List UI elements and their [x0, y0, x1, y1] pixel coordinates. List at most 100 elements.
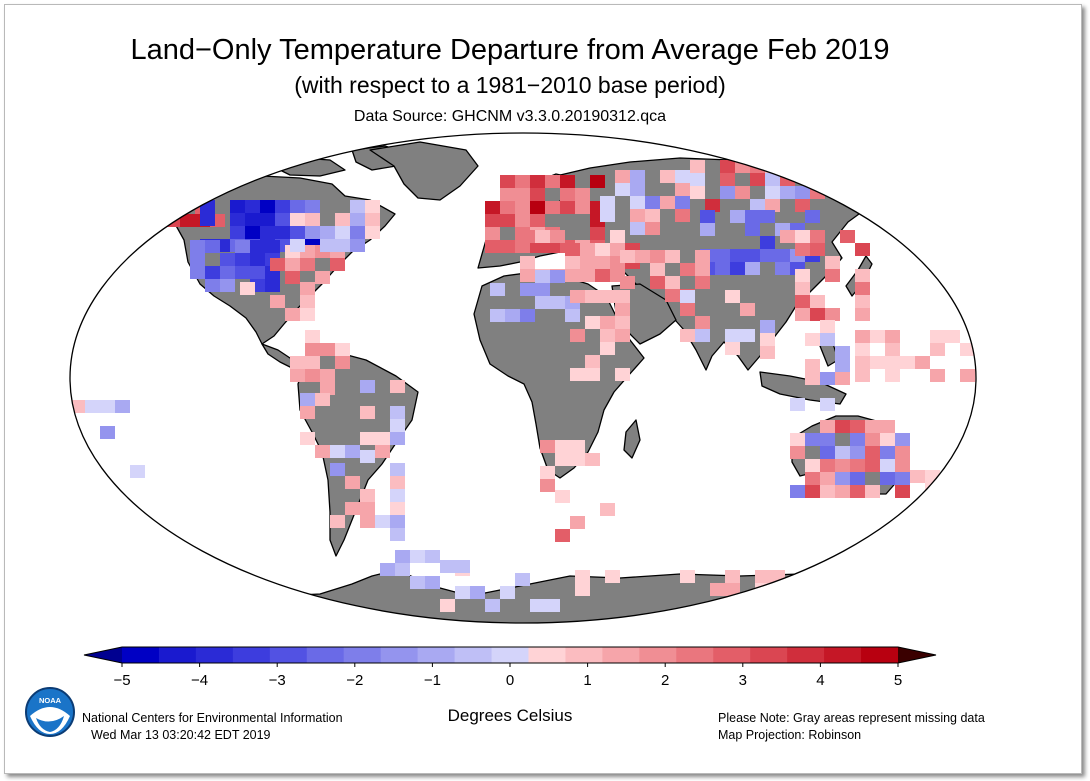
anomaly-cell	[245, 200, 260, 213]
anomaly-cell	[940, 509, 955, 522]
anomaly-cell	[555, 490, 570, 503]
anomaly-cell	[885, 330, 900, 343]
anomaly-cell	[390, 502, 405, 515]
anomaly-cell	[360, 450, 375, 463]
anomaly-cell	[600, 342, 615, 355]
anomaly-cell	[360, 406, 375, 419]
anomaly-cell	[265, 279, 280, 292]
anomaly-cell	[515, 573, 530, 586]
anomaly-cell	[40, 426, 55, 439]
anomaly-cell	[695, 263, 710, 276]
anomaly-cell	[390, 419, 405, 432]
anomaly-cell	[350, 200, 365, 213]
colorbar-swatch	[417, 647, 456, 663]
anomaly-cell	[630, 196, 645, 209]
anomaly-cell	[505, 309, 520, 322]
anomaly-cell	[710, 583, 725, 596]
anomaly-cell	[795, 282, 810, 295]
anomaly-cell	[660, 196, 675, 209]
anomaly-cell	[975, 369, 976, 382]
anomaly-cell	[815, 570, 830, 583]
anomaly-cell	[285, 258, 300, 271]
colorbar-swatch	[122, 647, 160, 663]
colorbar-swatch	[676, 647, 714, 663]
anomaly-cell	[675, 170, 690, 183]
anomaly-cell	[855, 369, 870, 382]
anomaly-cell	[120, 214, 135, 227]
anomaly-cell	[745, 210, 760, 223]
madagascar	[623, 419, 641, 459]
anomaly-cell	[880, 472, 895, 485]
anomaly-cell	[895, 446, 910, 459]
anomaly-cell	[500, 175, 515, 188]
anomaly-cell	[150, 175, 165, 188]
anomaly-cell	[725, 342, 740, 355]
anomaly-cell	[795, 160, 810, 173]
anomaly-cell	[580, 243, 595, 256]
anomaly-cell	[595, 243, 610, 256]
anomaly-cell	[865, 459, 880, 472]
anomaly-cell	[895, 459, 910, 472]
anomaly-cell	[470, 586, 485, 599]
anomaly-cell	[515, 214, 530, 227]
anomaly-cell	[540, 440, 555, 453]
anomaly-cell	[895, 433, 910, 446]
anomaly-cell	[600, 209, 615, 222]
anomaly-cell	[305, 213, 320, 226]
anomaly-cell	[195, 188, 210, 201]
anomaly-cell	[790, 398, 805, 411]
anomaly-cell	[305, 330, 320, 343]
anomaly-cell	[115, 400, 130, 413]
colorbar-swatch	[158, 647, 197, 663]
anomaly-cell	[560, 201, 575, 214]
anomaly-cell	[485, 599, 500, 612]
anomaly-cell	[260, 213, 275, 226]
anomaly-cell	[775, 249, 790, 262]
anomaly-cell	[320, 382, 335, 395]
anomaly-cell	[330, 515, 345, 528]
anomaly-cell	[835, 472, 850, 485]
anomaly-cell	[895, 485, 910, 498]
anomaly-cell	[755, 570, 770, 583]
anomaly-cell	[725, 583, 740, 596]
anomaly-cell	[585, 316, 600, 329]
anomaly-cell	[730, 210, 745, 223]
anomaly-cell	[570, 440, 585, 453]
anomaly-cell	[825, 173, 840, 186]
colorbar-tick-label: 0	[506, 672, 514, 689]
anomaly-cell	[335, 356, 350, 369]
anomaly-cell	[395, 550, 410, 563]
anomaly-cell	[205, 240, 220, 253]
anomaly-cell	[535, 270, 550, 283]
anomaly-cell	[350, 239, 365, 252]
anomaly-cell	[835, 346, 850, 359]
anomaly-cell	[900, 356, 915, 369]
anomaly-cell	[300, 406, 315, 419]
anomaly-cell	[235, 253, 250, 266]
anomaly-cell	[620, 276, 635, 289]
anomaly-cell	[835, 485, 850, 498]
anomaly-cell	[150, 188, 165, 201]
anomaly-cell	[375, 445, 390, 458]
anomaly-cell	[580, 269, 595, 282]
anomaly-cell	[120, 175, 135, 188]
anomaly-cell	[220, 266, 235, 279]
anomaly-cell	[665, 250, 680, 263]
anomaly-cell	[390, 406, 405, 419]
anomaly-cell	[735, 186, 750, 199]
anomaly-cell	[305, 226, 320, 239]
anomaly-cell	[390, 515, 405, 528]
anomaly-cell	[840, 230, 855, 243]
anomaly-cell	[40, 465, 55, 478]
colorbar-swatch	[269, 647, 308, 663]
colorbar-swatch	[491, 647, 529, 663]
anomaly-cell	[205, 266, 220, 279]
anomaly-cell	[790, 446, 805, 459]
anomaly-cell	[885, 369, 900, 382]
anomaly-cell	[805, 333, 820, 346]
anomaly-cell	[835, 459, 850, 472]
anomaly-cell	[275, 200, 290, 213]
anomaly-cell	[500, 240, 515, 253]
anomaly-cell	[880, 446, 895, 459]
anomaly-cell	[290, 356, 305, 369]
